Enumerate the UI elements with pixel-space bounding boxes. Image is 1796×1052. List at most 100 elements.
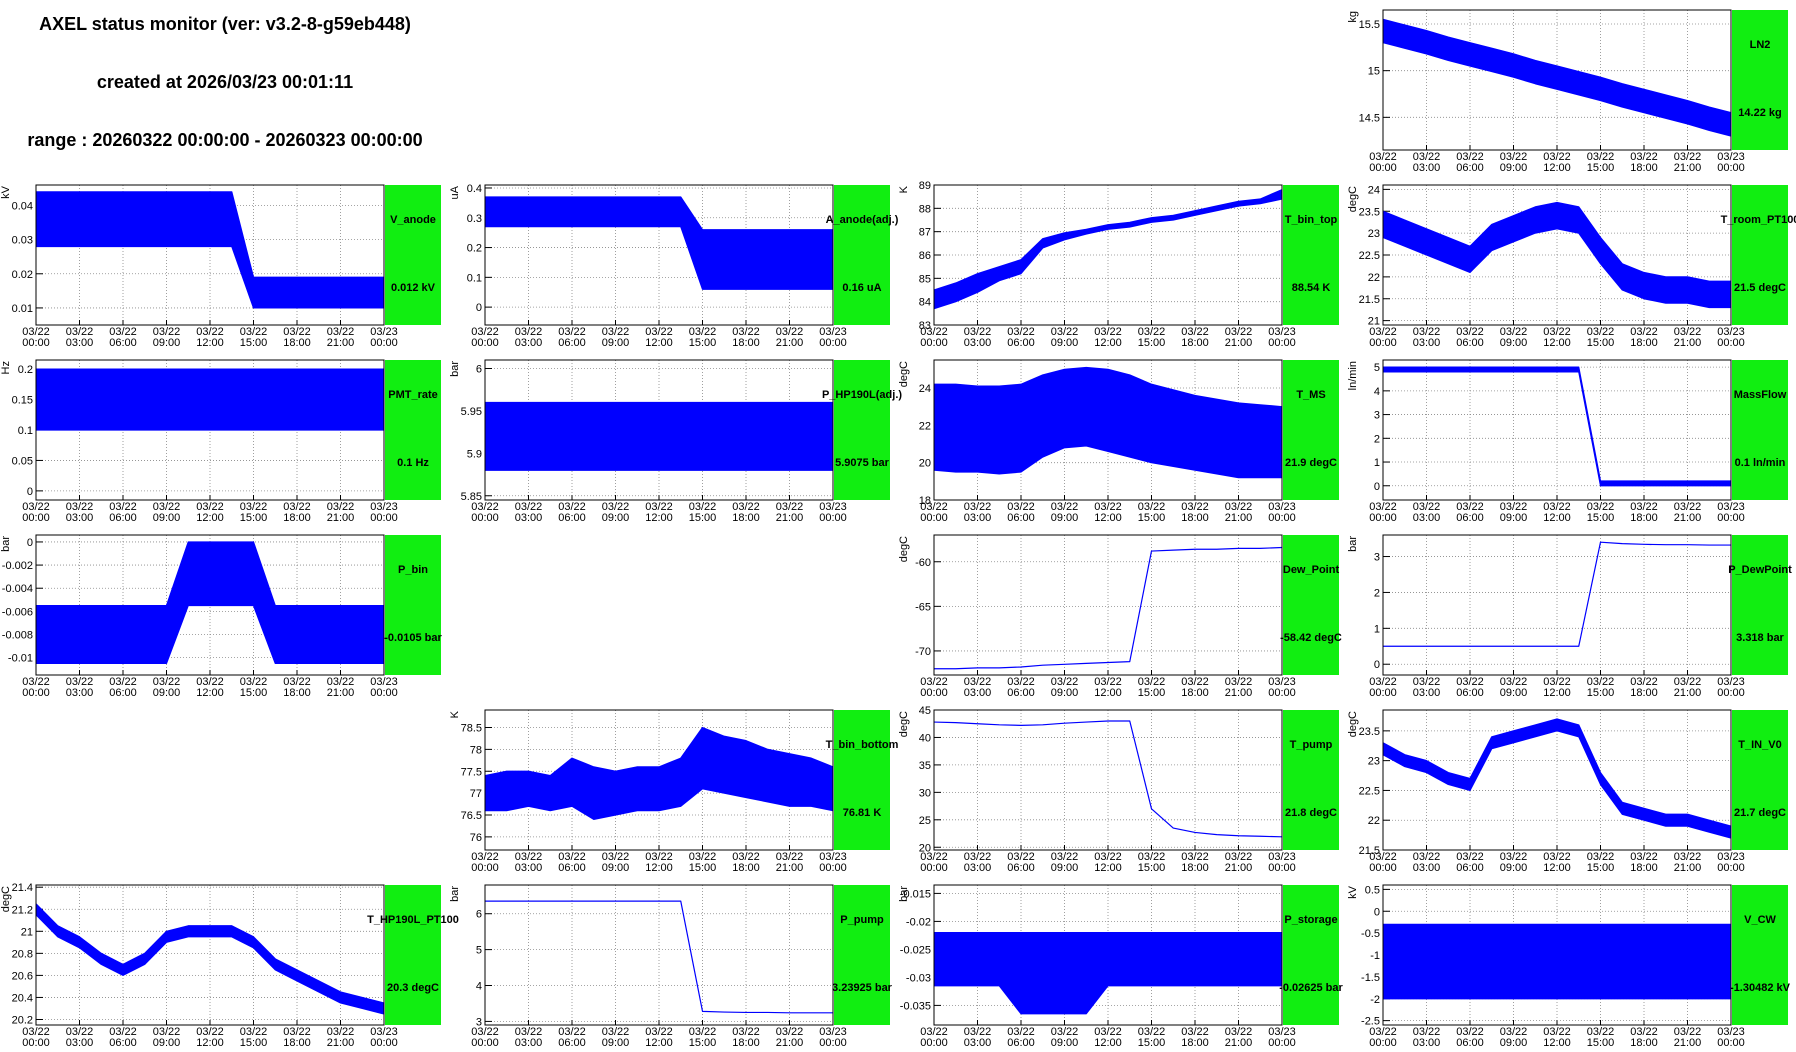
- x-tick-label: 03/22 21:00: [327, 326, 355, 349]
- y-tick-label: 77: [470, 788, 482, 800]
- x-tick-label: 03/22 21:00: [776, 501, 804, 524]
- panel: 03/22 00:00 03/22 03:00 03/22 06:00 03/22 09:00…: [898, 705, 1339, 874]
- data-layer: [36, 903, 384, 1015]
- x-tick-label: 03/22 06:00: [1456, 851, 1484, 874]
- x-tick-label: 03/22 00:00: [920, 851, 948, 874]
- y-tick-label: -0.002: [2, 560, 33, 572]
- x-tick-label: 03/23 00:00: [1717, 501, 1745, 524]
- x-tick-label: 03/22 18:00: [1630, 326, 1658, 349]
- y-tick-label: 0.1: [467, 272, 482, 284]
- y-axis-label: bar: [0, 536, 12, 552]
- y-tick-label: 21: [21, 926, 33, 938]
- x-tick-label: 03/22 09:00: [1500, 851, 1528, 874]
- y-axis-label: kV: [1347, 885, 1359, 899]
- x-tick-label: 03/22 09:00: [1500, 676, 1528, 699]
- y-tick-label: 0: [27, 486, 33, 498]
- y-tick-label: -70: [915, 646, 931, 658]
- x-tick-label: 03/22 12:00: [1543, 501, 1571, 524]
- x-tick-label: 03/22 15:00: [1138, 326, 1166, 349]
- x-tick-label: 03/22 12:00: [1094, 501, 1122, 524]
- status-label: V_CW: [1744, 914, 1776, 926]
- x-tick-label: 03/22 21:00: [1674, 151, 1702, 174]
- y-tick-label: 86: [919, 250, 931, 262]
- data-band: [934, 366, 1282, 479]
- x-tick-label: 03/22 15:00: [1587, 851, 1615, 874]
- data-band: [1383, 923, 1731, 1000]
- x-tick-label: 03/22 09:00: [153, 1026, 181, 1049]
- status-value: -1.30482 kV: [1730, 982, 1791, 994]
- y-axis-label: K: [898, 185, 910, 193]
- x-tick-label: 03/22 18:00: [1181, 851, 1209, 874]
- x-tick-label: 03/22 15:00: [1138, 501, 1166, 524]
- data-layer: [934, 189, 1282, 310]
- y-tick-label: 14.5: [1359, 112, 1380, 124]
- x-tick-label: 03/22 12:00: [645, 1026, 673, 1049]
- x-tick-label: 03/22 09:00: [1051, 501, 1079, 524]
- status-box: [385, 885, 441, 1025]
- y-tick-label: -0.5: [1361, 928, 1380, 940]
- panel: 03/22 00:00 03/22 03:00 03/22 06:00 03/22 09:00…: [1347, 9, 1788, 174]
- y-tick-label: 0.1: [18, 425, 33, 437]
- status-value: 3.23925 bar: [832, 982, 893, 994]
- y-tick-label: 4: [476, 981, 482, 993]
- status-box: [1732, 10, 1788, 150]
- x-tick-label: 03/23 00:00: [819, 326, 847, 349]
- x-tick-label: 03/22 06:00: [558, 851, 586, 874]
- x-tick-label: 03/22 00:00: [1369, 326, 1397, 349]
- x-tick-label: 03/22 21:00: [776, 1026, 804, 1049]
- status-label: P_bin: [398, 564, 428, 576]
- x-tick-label: 03/23 00:00: [370, 326, 398, 349]
- y-axis-label: uA: [449, 185, 461, 199]
- y-axis-label: bar: [898, 886, 910, 902]
- y-axis-label: degC: [1347, 186, 1359, 212]
- plot-frame: [35, 884, 385, 1026]
- y-tick-label: 85: [919, 273, 931, 285]
- y-tick-label: 0: [1374, 659, 1380, 671]
- y-tick-label: 20.6: [12, 970, 33, 982]
- x-tick-label: 03/22 12:00: [196, 501, 224, 524]
- data-band: [934, 546, 1282, 670]
- y-axis-label: degC: [898, 711, 910, 737]
- x-tick-label: 03/23 00:00: [1268, 851, 1296, 874]
- y-tick-label: -0.035: [900, 1000, 931, 1012]
- y-tick-label: 89: [919, 180, 931, 192]
- panel: 03/22 00:00 03/22 03:00 03/22 06:00 03/22 09:00…: [898, 884, 1344, 1049]
- y-tick-label: 22: [1368, 815, 1380, 827]
- data-band: [485, 726, 833, 820]
- plot-frame: [35, 359, 385, 501]
- y-tick-label: 24: [1368, 184, 1380, 196]
- x-tick-label: 03/22 09:00: [1500, 151, 1528, 174]
- y-tick-label: 22: [1368, 272, 1380, 284]
- status-box: [1283, 535, 1339, 675]
- panel: 03/22 00:00 03/22 03:00 03/22 06:00 03/22 09:00…: [0, 184, 441, 349]
- x-tick-label: 03/22 12:00: [1543, 151, 1571, 174]
- y-axis-label: degC: [1347, 711, 1359, 737]
- x-tick-label: 03/22 00:00: [1369, 151, 1397, 174]
- x-tick-label: 03/22 06:00: [109, 501, 137, 524]
- data-band: [485, 900, 833, 1014]
- panel: 03/22 00:00 03/22 03:00 03/22 06:00 03/22 09:00…: [898, 359, 1339, 524]
- x-tick-label: 03/22 03:00: [66, 1026, 94, 1049]
- x-tick-label: 03/22 06:00: [558, 326, 586, 349]
- plot-frame: [1382, 534, 1732, 676]
- x-tick-label: 03/22 06:00: [109, 1026, 137, 1049]
- status-value: 76.81 K: [843, 807, 882, 819]
- status-value: 0.16 uA: [842, 282, 881, 294]
- x-tick-label: 03/22 09:00: [602, 851, 630, 874]
- x-tick-label: 03/22 09:00: [1500, 326, 1528, 349]
- plot-frame: [484, 884, 834, 1026]
- y-axis-label: bar: [449, 886, 461, 902]
- x-tick-label: 03/22 00:00: [22, 501, 50, 524]
- status-box: [385, 185, 441, 325]
- x-tick-label: 03/23 00:00: [1717, 851, 1745, 874]
- y-axis-label: bar: [449, 361, 461, 377]
- x-tick-label: 03/22 09:00: [1051, 851, 1079, 874]
- y-tick-label: 5.9: [467, 448, 482, 460]
- y-tick-label: -1: [1370, 950, 1380, 962]
- x-tick-label: 03/22 21:00: [327, 676, 355, 699]
- created-time: created at 2026/03/23 00:01:11: [97, 72, 353, 92]
- y-tick-label: 35: [919, 760, 931, 772]
- x-tick-label: 03/22 15:00: [240, 326, 268, 349]
- plot-frame: [484, 359, 834, 501]
